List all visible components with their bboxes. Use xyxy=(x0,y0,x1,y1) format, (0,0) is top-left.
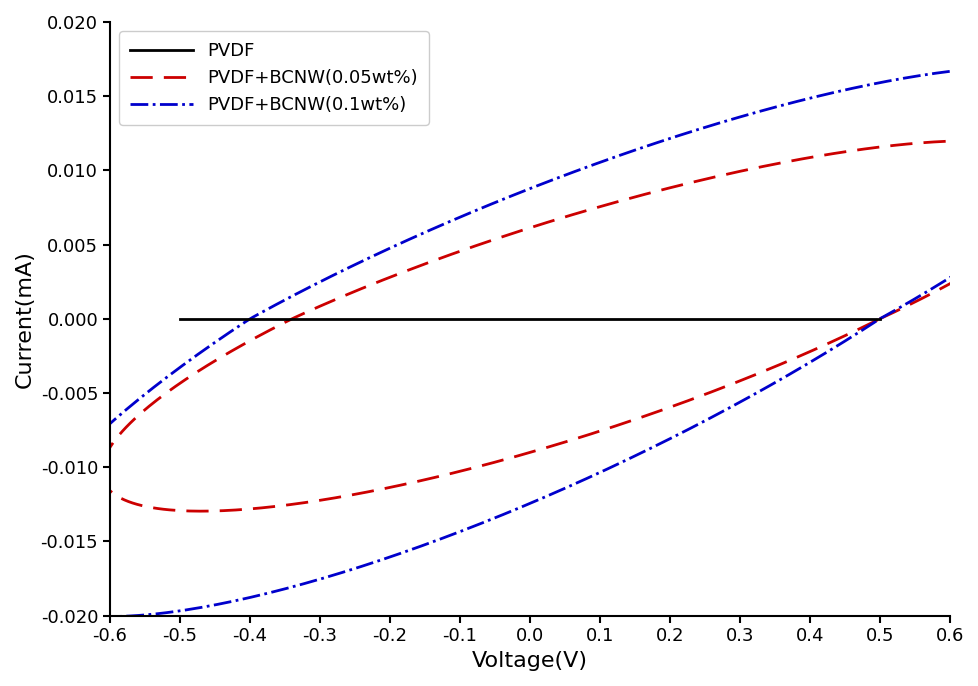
PVDF+BCNW(0.05wt%) xyxy=(344,289,356,297)
PVDF+BCNW(0.05wt%) xyxy=(963,137,975,145)
PVDF+BCNW(0.05wt%) xyxy=(194,366,205,375)
PVDF+BCNW(0.1wt%) xyxy=(134,394,146,403)
PVDF+BCNW(0.05wt%) xyxy=(118,425,130,434)
Y-axis label: Current(mA): Current(mA) xyxy=(15,250,35,388)
PVDF+BCNW(0.05wt%) xyxy=(873,315,885,323)
Legend: PVDF, PVDF+BCNW(0.05wt%), PVDF+BCNW(0.1wt%): PVDF, PVDF+BCNW(0.05wt%), PVDF+BCNW(0.1w… xyxy=(119,31,428,125)
PVDF+BCNW(0.1wt%) xyxy=(40,486,52,494)
PVDF xyxy=(336,315,348,323)
PVDF+BCNW(0.1wt%) xyxy=(873,315,885,323)
PVDF+BCNW(0.05wt%) xyxy=(367,487,378,495)
PVDF xyxy=(838,315,850,323)
PVDF xyxy=(174,315,186,323)
Line: PVDF+BCNW(0.05wt%): PVDF+BCNW(0.05wt%) xyxy=(102,141,978,511)
PVDF xyxy=(534,315,546,323)
PVDF xyxy=(591,315,602,323)
PVDF+BCNW(0.1wt%) xyxy=(814,352,825,360)
PVDF xyxy=(873,315,885,323)
PVDF+BCNW(0.1wt%) xyxy=(292,581,304,589)
PVDF+BCNW(0.05wt%) xyxy=(194,507,205,515)
Line: PVDF+BCNW(0.1wt%): PVDF+BCNW(0.1wt%) xyxy=(12,67,978,617)
X-axis label: Voltage(V): Voltage(V) xyxy=(471,651,588,671)
PVDF+BCNW(0.05wt%) xyxy=(873,315,885,323)
PVDF+BCNW(0.05wt%) xyxy=(822,339,834,347)
PVDF+BCNW(0.1wt%) xyxy=(294,287,306,296)
PVDF xyxy=(308,315,320,323)
PVDF+BCNW(0.1wt%) xyxy=(103,613,114,621)
PVDF+BCNW(0.1wt%) xyxy=(313,279,325,287)
PVDF+BCNW(0.1wt%) xyxy=(873,315,885,323)
PVDF+BCNW(0.05wt%) xyxy=(329,296,340,304)
PVDF xyxy=(817,315,828,323)
